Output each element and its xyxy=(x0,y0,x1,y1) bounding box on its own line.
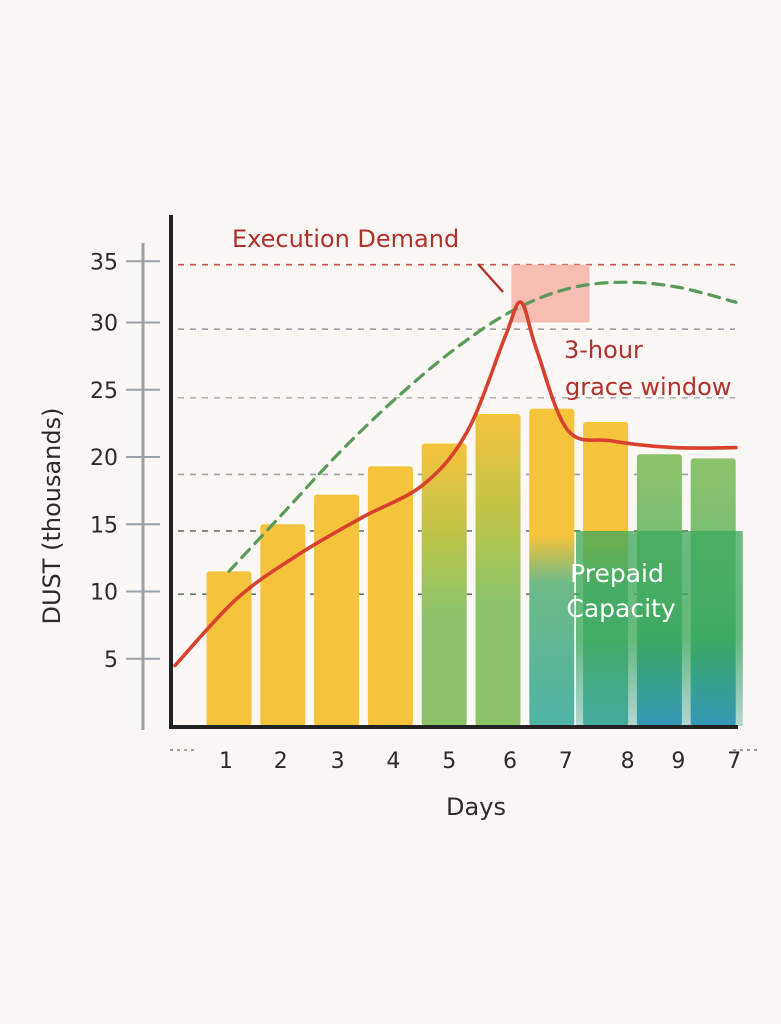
x-tick-label-6: 6 xyxy=(503,749,517,774)
prepaid-capacity-label-line1: Prepaid xyxy=(570,559,664,588)
x-axis-title: Days xyxy=(446,793,506,821)
bar-day-6 xyxy=(475,413,521,726)
x-tick-label-5: 5 xyxy=(442,749,456,774)
x-tick-label-8: 8 xyxy=(621,749,635,774)
bar-day-4 xyxy=(367,466,413,726)
demand-arrow xyxy=(477,263,504,293)
y-tick-label-25: 25 xyxy=(90,379,118,404)
execution-demand-line xyxy=(173,300,738,668)
bar-day-5 xyxy=(421,443,467,726)
y-tick-label-20: 20 xyxy=(90,446,118,471)
bar-day-3 xyxy=(314,494,360,726)
x-tick-label-9: 9 xyxy=(671,749,685,774)
execution-demand-label: Execution Demand xyxy=(232,225,459,253)
y-tick-label-15: 15 xyxy=(90,513,118,538)
x-tick-label-3: 3 xyxy=(331,749,345,774)
grace-window-label-line1: 3-hour xyxy=(564,336,643,364)
bar-day-1 xyxy=(206,571,252,726)
x-tick-label-7: 7 xyxy=(559,749,573,774)
y-axis-title: DUST (thousands) xyxy=(38,408,66,625)
x-tick-label-10: 7 xyxy=(727,749,741,774)
x-tick-label-1: 1 xyxy=(219,749,233,774)
x-tick-label-4: 4 xyxy=(386,749,400,774)
grace-window-label-line2: grace window xyxy=(565,373,731,401)
y-tick-label-30: 30 xyxy=(90,312,118,337)
x-tick-label-2: 2 xyxy=(274,749,288,774)
bar-day-7 xyxy=(529,408,575,726)
y-tick-label-35: 35 xyxy=(90,250,118,275)
prepaid-capacity-band xyxy=(576,530,743,726)
prepaid-capacity-label-line2: Capacity xyxy=(566,594,675,623)
bar-day-2 xyxy=(260,524,306,726)
prepaid-capacity-curve xyxy=(227,280,738,573)
y-tick-label-10: 10 xyxy=(90,581,118,606)
y-tick-label-5: 5 xyxy=(104,648,118,673)
